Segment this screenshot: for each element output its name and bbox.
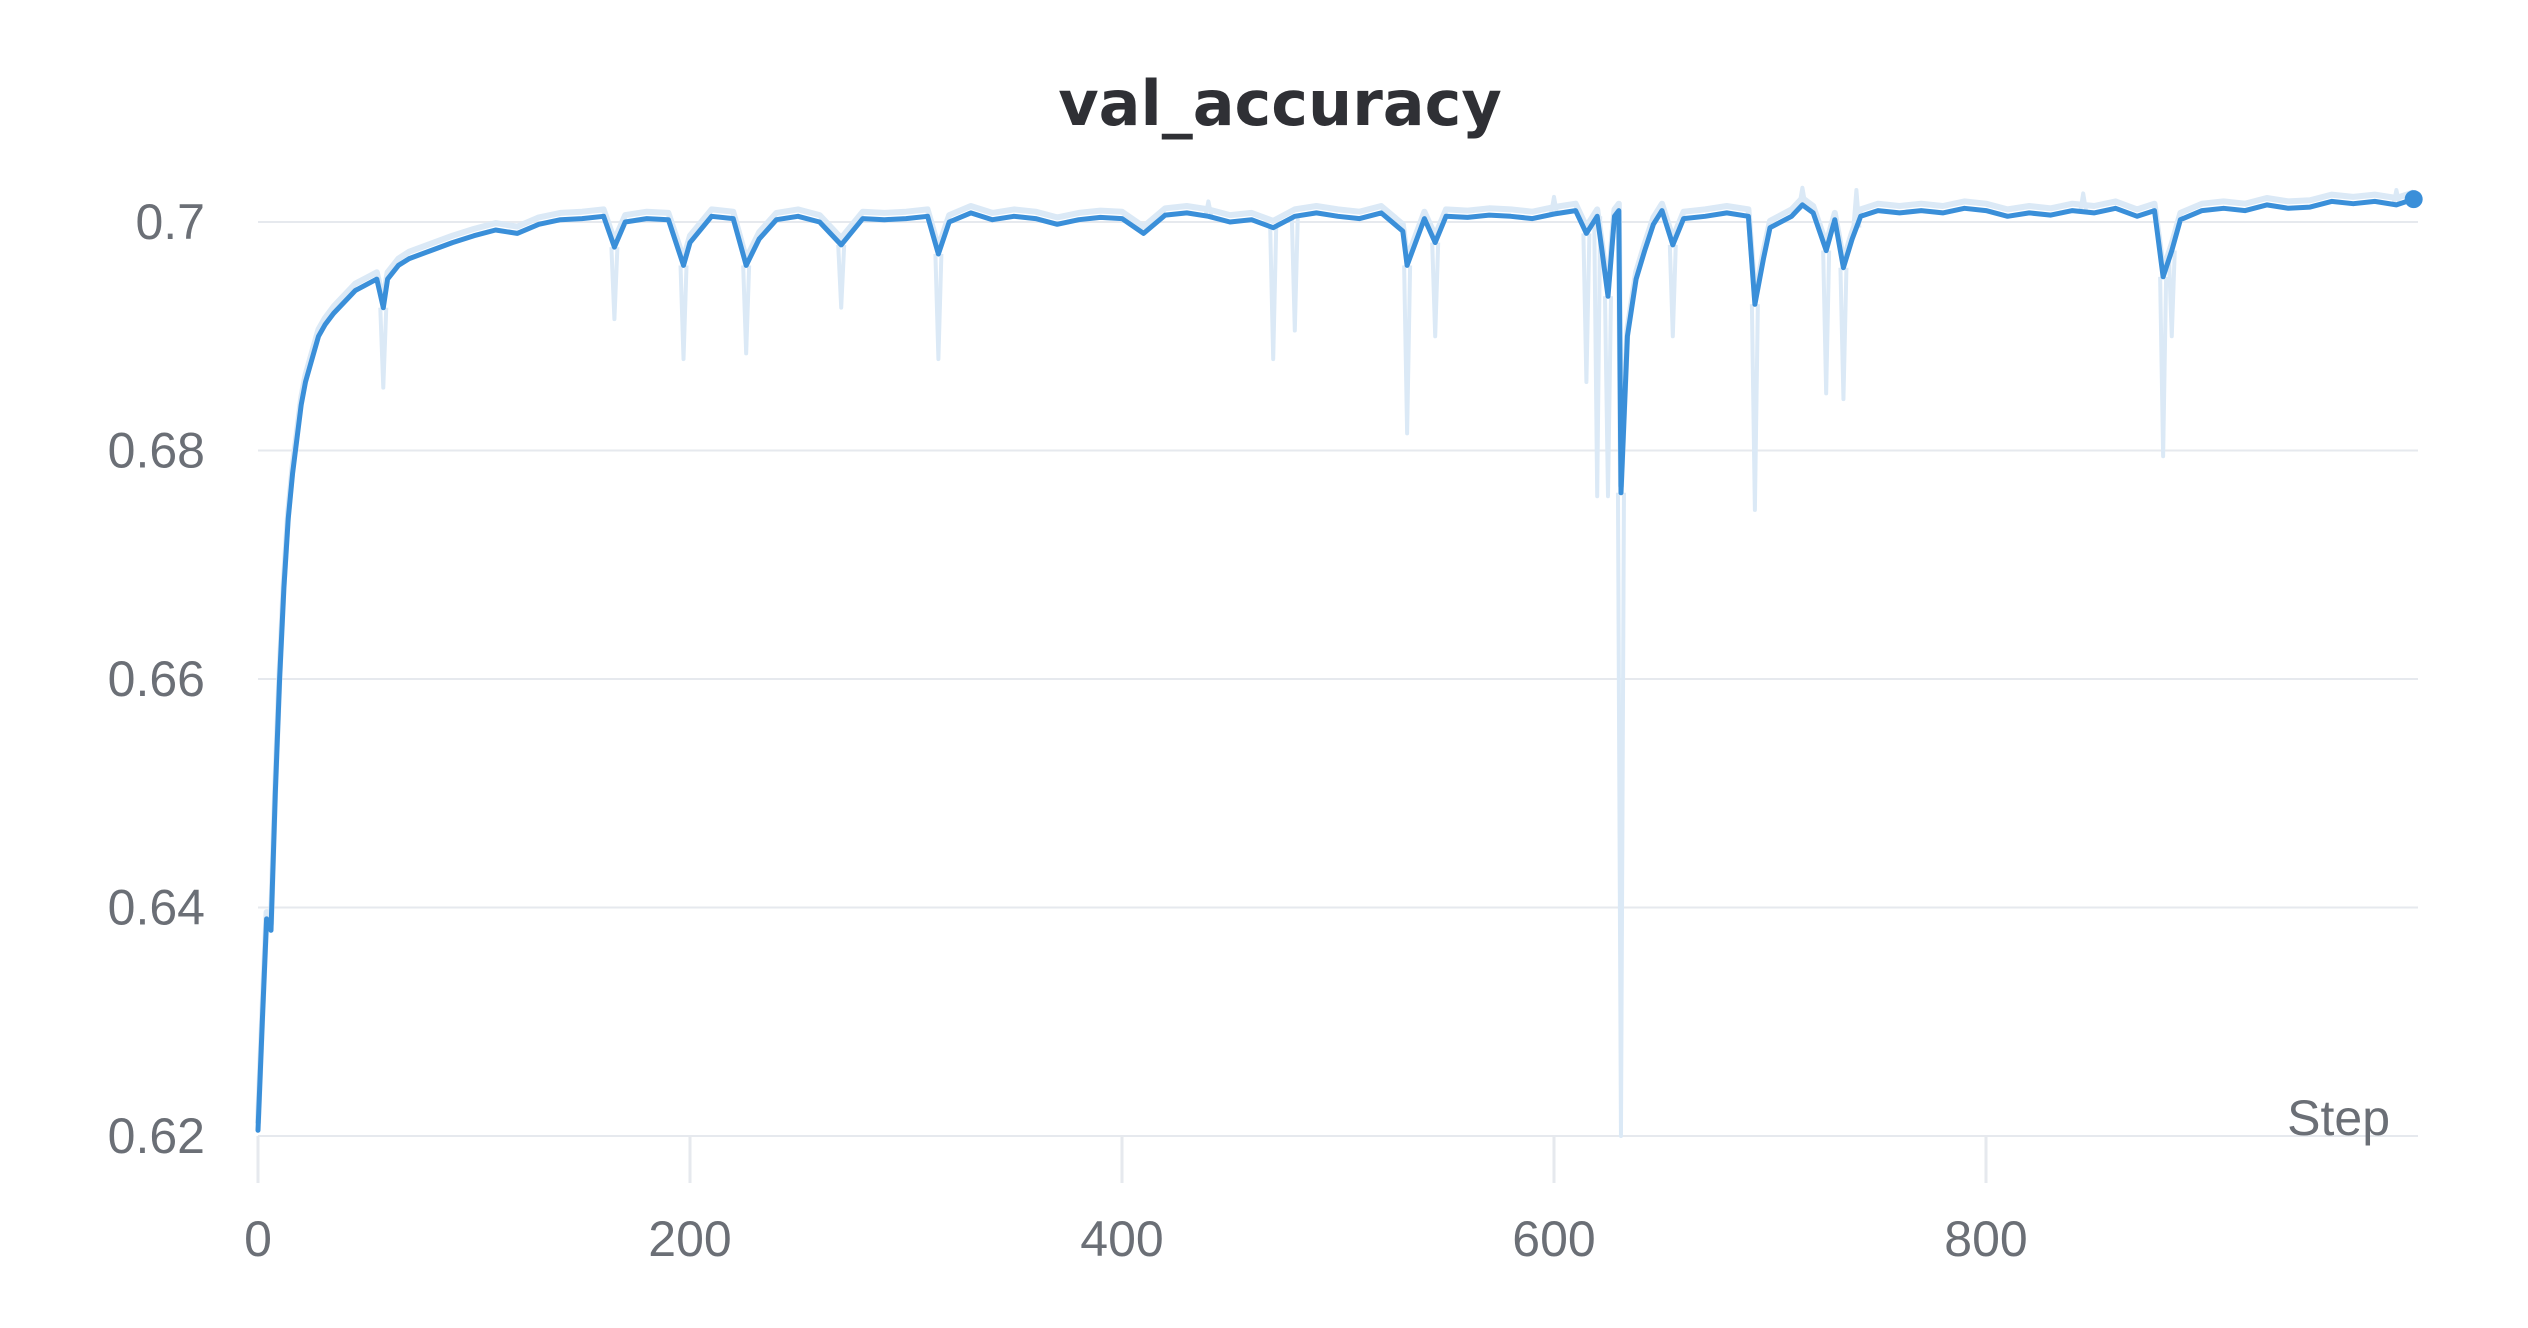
x-tick-label: 800	[1944, 1211, 2027, 1267]
raw-spike	[1851, 188, 1862, 228]
line-series-layer	[255, 190, 2423, 1133]
raw-spike	[1268, 227, 1279, 362]
raw-spike	[1821, 250, 1832, 396]
raw-spike	[678, 265, 689, 362]
x-tick-label: 400	[1080, 1211, 1163, 1267]
chart-title: val_accuracy	[1058, 67, 1502, 140]
raw-spike	[1430, 242, 1441, 339]
raw-spike	[2166, 250, 2177, 339]
raw-spike	[1402, 265, 1413, 436]
y-tick-label: 0.7	[135, 194, 205, 250]
raw-spike	[378, 307, 389, 390]
raw-spike	[609, 247, 620, 322]
gridlines	[258, 221, 2418, 1137]
series-end-point	[2404, 190, 2423, 209]
raw-spike	[2158, 276, 2169, 459]
x-tick-label: 600	[1512, 1211, 1595, 1267]
raw-spike	[741, 265, 752, 356]
raw-spike	[1603, 296, 1613, 499]
raw-spike	[2078, 191, 2089, 213]
raw-band	[255, 189, 2415, 1124]
raw-spike	[1581, 233, 1592, 384]
y-axis-ticks: 0.62 0.64 0.66 0.68 0.7	[108, 194, 205, 1164]
raw-spike	[1667, 244, 1678, 339]
x-tick-label: 200	[648, 1211, 731, 1267]
x-tick-label: 0	[244, 1211, 272, 1267]
y-tick-label: 0.68	[108, 423, 205, 479]
raw-spike	[2391, 188, 2402, 206]
raw-spike	[1749, 304, 1760, 512]
x-axis-label: Step	[2287, 1090, 2390, 1146]
raw-spike	[1797, 185, 1808, 206]
series-line	[255, 196, 2417, 1133]
raw-spike	[1615, 492, 1626, 1138]
y-tick-label: 0.64	[108, 880, 205, 936]
raw-spike	[1289, 216, 1300, 333]
raw-spike	[1203, 199, 1214, 217]
raw-spike	[836, 244, 847, 310]
raw-spike	[1592, 216, 1603, 499]
raw-spike	[1838, 267, 1849, 402]
raw-spike	[1549, 194, 1559, 215]
y-tick-label: 0.62	[108, 1108, 205, 1164]
raw-spike	[933, 253, 944, 362]
raw-series-layer	[255, 185, 2415, 1138]
x-axis-ticks: 0 200 400 600 800	[244, 1136, 2028, 1267]
y-tick-label: 0.66	[108, 651, 205, 707]
